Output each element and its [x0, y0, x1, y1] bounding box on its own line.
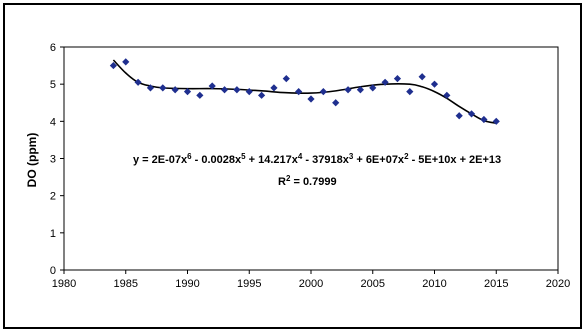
- x-tick-label: 1980: [52, 278, 76, 290]
- data-point: [245, 88, 253, 96]
- data-point: [344, 86, 352, 94]
- x-tick-label: 1990: [175, 278, 199, 290]
- y-tick-label: 1: [50, 228, 56, 240]
- data-point: [282, 74, 290, 83]
- x-tick-label: 2020: [546, 278, 570, 290]
- x-tick-label: 1985: [114, 278, 138, 290]
- data-point: [492, 117, 500, 125]
- data-point: [146, 84, 155, 92]
- data-point: [233, 86, 241, 94]
- x-tick-label: 2010: [422, 278, 446, 290]
- data-point: [381, 78, 389, 86]
- y-tick-label: 5: [50, 79, 56, 91]
- r-squared: R2 = 0.7999: [278, 174, 337, 188]
- x-axis: 1980 1985 1990 1995 2000 2005 2010 2015 2020: [52, 270, 570, 290]
- data-point: [480, 115, 488, 124]
- data-point: [122, 58, 130, 66]
- data-point: [307, 95, 315, 103]
- data-point: [430, 80, 439, 88]
- x-tick-label: 2005: [361, 278, 385, 290]
- y-tick-label: 3: [50, 154, 56, 166]
- data-point: [443, 91, 451, 99]
- data-point: [356, 86, 364, 94]
- trend-equation: y = 2E-07x6 - 0.0028x5 + 14.217x4 - 3791…: [133, 152, 501, 166]
- y-tick-label: 4: [50, 116, 56, 128]
- x-tick-label: 2000: [299, 278, 323, 290]
- data-point: [196, 91, 204, 99]
- data-point: [270, 84, 278, 92]
- data-point: [332, 99, 340, 107]
- y-axis-title: DO (ppm): [25, 133, 39, 188]
- data-point: [467, 110, 476, 118]
- data-point: [418, 73, 426, 81]
- data-point: [406, 88, 414, 96]
- data-point: [208, 82, 216, 90]
- x-tick-label: 2015: [484, 278, 508, 290]
- data-point: [109, 61, 117, 70]
- plot-area: [63, 46, 559, 271]
- data-point: [134, 78, 142, 86]
- x-tick-label: 1995: [237, 278, 261, 290]
- data-point: [258, 91, 266, 99]
- data-points: [109, 58, 500, 125]
- data-point: [319, 88, 327, 96]
- y-tick-label: 0: [50, 265, 56, 277]
- data-point: [393, 74, 402, 83]
- y-tick-label: 6: [50, 42, 56, 54]
- y-tick-label: 2: [50, 191, 56, 203]
- data-point: [171, 86, 179, 94]
- data-point: [183, 88, 192, 96]
- data-point: [220, 86, 229, 94]
- data-point: [159, 84, 167, 92]
- data-point: [455, 112, 463, 120]
- data-point: [369, 84, 377, 92]
- y-axis: 0 1 2 3 4 5 6: [50, 42, 64, 277]
- data-point: [295, 88, 303, 96]
